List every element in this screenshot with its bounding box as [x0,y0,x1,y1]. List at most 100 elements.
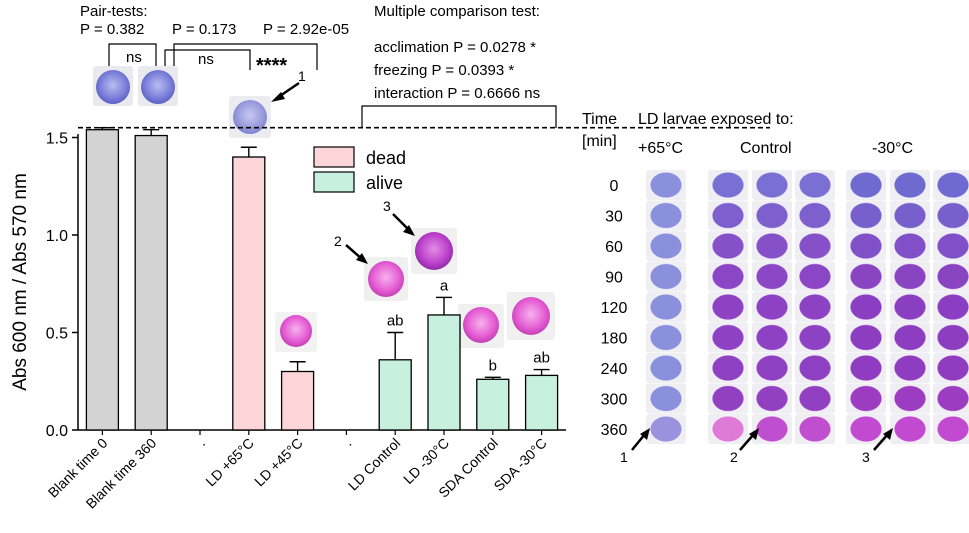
bar-chart: Pair-tests: P = 0.382 P = 0.173 P = 2.92… [10,3,770,512]
group-letter: ab [533,350,550,367]
well [649,415,683,443]
column-header-control: Control [740,140,792,157]
well [798,262,832,291]
photo-arrow-2: 2 [334,233,368,264]
well [849,384,883,413]
bar [378,359,412,431]
well [649,232,683,260]
well [849,354,883,382]
svg-text:3: 3 [383,198,391,214]
well [936,354,969,382]
column-header-minus30: -30°C [872,140,913,157]
photo-arrow-3: 3 [383,198,415,236]
well [649,354,683,382]
group-letter: ab [387,313,404,330]
legend: dead alive [313,146,406,193]
well [649,171,683,199]
well-photo-blank-360 [138,66,178,106]
time-row-label: 240 [601,361,628,378]
time-row-label: 300 [601,392,628,409]
svg-text:1: 1 [620,449,628,465]
ns-label-1: ns [126,49,142,66]
time-row-label: 30 [605,209,623,226]
well [711,293,745,321]
well [649,384,683,413]
well [649,262,683,291]
well [849,323,883,352]
legend-label-alive: alive [366,173,403,193]
well [755,384,789,413]
legend-label-dead: dead [366,148,406,168]
x-tick-label: . [194,435,208,449]
x-tick-label: LD Control [345,435,404,494]
well [849,201,883,230]
bar [427,314,461,431]
ns-label-2: ns [198,51,214,68]
mc-acclimation: acclimation P = 0.0278 * [374,39,536,56]
p-value-pair-1: P = 0.382 [80,21,144,38]
well [755,323,789,352]
well [936,415,969,443]
bracket-pair-1 [108,43,157,70]
p-value-pair-3: P = 2.92e-05 [263,21,349,38]
panel-arrow-3: 3 [862,428,893,465]
time-row-label: 360 [601,422,628,439]
well [936,262,969,291]
bar [524,374,559,431]
y-tick-label: 1.5 [46,131,68,148]
svg-text:1: 1 [298,68,306,84]
well [798,201,832,230]
bracket-pair-2 [164,49,251,70]
well [936,323,969,352]
y-axis-label: Abs 600 nm / Abs 570 nm [10,173,31,391]
well [711,201,745,230]
well-photo-sda-control [458,304,504,348]
time-unit-label: [min] [582,133,617,150]
svg-text:2: 2 [334,233,342,249]
x-tick-label: LD +65°C [202,435,257,490]
well [798,354,832,382]
mc-freezing: freezing P = 0.0393 * [374,62,514,79]
well [755,201,789,230]
well [936,293,969,321]
time-row-label: 120 [601,300,628,317]
well [893,354,927,382]
well-photo-2 [364,257,408,301]
well [893,384,927,413]
legend-swatch-dead [313,146,355,168]
well [711,415,745,443]
well-photo-1 [229,96,271,138]
time-label: Time [582,111,617,128]
svg-text:2: 2 [730,449,738,465]
well [711,262,745,291]
bar [85,129,120,431]
well [893,262,927,291]
well-photo-sda-30 [507,292,555,340]
well [755,415,789,443]
well [649,323,683,352]
well [893,232,927,260]
well [936,201,969,230]
well [755,293,789,321]
pair-tests-title: Pair-tests: [80,3,148,20]
well [893,201,927,230]
wells-panel: Time [min] LD larvae exposed to: +65°C C… [582,111,969,465]
well [936,384,969,413]
well [755,262,789,291]
significance-stars: **** [256,55,287,77]
panel-title: LD larvae exposed to: [638,111,794,128]
well [849,415,883,443]
legend-swatch-alive [313,171,355,193]
y-tick-label: 0.0 [46,423,68,440]
x-tick-label: LD +45°C [251,435,306,490]
bracket-pair-3 [173,43,318,70]
panel-arrow-2: 2 [730,428,759,465]
well [649,201,683,230]
panel-arrow-1: 1 [620,428,650,465]
well [893,323,927,352]
well-grid: 0 30 60 90 120 180 240 300 360 [601,170,969,444]
svg-text:3: 3 [862,449,870,465]
group-letter: a [440,277,449,294]
well [711,384,745,413]
